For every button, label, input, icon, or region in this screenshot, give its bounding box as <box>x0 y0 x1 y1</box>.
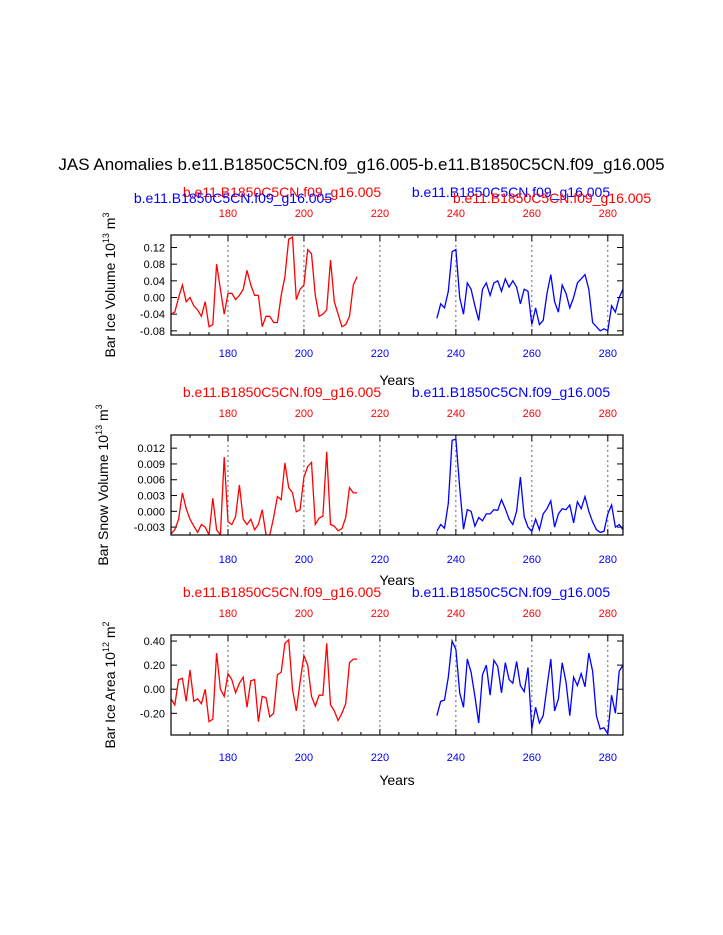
y-tick-label: 0.04 <box>144 276 165 288</box>
y-axis-title-exp: 13 <box>101 233 111 243</box>
bottom-tick-label: 240 <box>447 752 465 764</box>
y-tick-label: 0.000 <box>137 506 165 518</box>
y-tick-label: 0.00 <box>144 293 165 305</box>
y-axis-title-unit: m <box>95 409 111 425</box>
bottom-tick-label: 260 <box>523 752 541 764</box>
x-axis-title: Years <box>379 372 414 388</box>
y-tick-label: 0.006 <box>137 475 165 487</box>
y-axis-title-main: Bar Ice Volume 10 <box>102 243 118 358</box>
top-tick-label: 240 <box>447 408 465 420</box>
bottom-tick-label: 240 <box>447 348 465 360</box>
top-tick-label: 200 <box>295 608 313 620</box>
series-line-red <box>171 638 358 723</box>
y-axis-title-unit-exp: 3 <box>94 404 104 409</box>
y-axis-title: Bar Snow Volume 1013 m3 <box>94 404 111 565</box>
top-tick-label: 200 <box>295 408 313 420</box>
y-tick-label: -0.003 <box>134 522 165 534</box>
top-tick-label: 240 <box>447 208 465 220</box>
bottom-tick-label: 260 <box>523 554 541 566</box>
y-axis-title-unit: m <box>102 626 118 642</box>
top-tick-label: 280 <box>599 208 617 220</box>
bottom-tick-label: 220 <box>371 752 389 764</box>
figure-title: JAS Anomalies b.e11.B1850C5CN.f09_g16.00… <box>58 155 665 174</box>
top-tick-label: 280 <box>599 608 617 620</box>
series-label-right: b.e11.B1850C5CN.f09_g16.005 <box>412 184 610 200</box>
bottom-tick-label: 200 <box>295 554 313 566</box>
bottom-tick-label: 220 <box>371 348 389 360</box>
series-label-right: b.e11.B1850C5CN.f09_g16.005 <box>412 384 610 400</box>
y-tick-label: -0.20 <box>140 708 165 720</box>
y-axis-title-unit-exp: 2 <box>101 621 111 626</box>
top-tick-label: 280 <box>599 408 617 420</box>
bottom-tick-label: 220 <box>371 554 389 566</box>
bottom-tick-label: 260 <box>523 348 541 360</box>
y-axis-title-unit: m <box>102 218 118 234</box>
series-line-blue <box>436 248 623 332</box>
series-line-red <box>171 236 358 328</box>
bottom-tick-label: 180 <box>219 752 237 764</box>
chart-panel-2: 0.012 0.009 0.006 0.003 0.000 -0.003 180 180 200… <box>94 384 624 588</box>
series-label-left-under: b.e11.B1850C5CN.f09_g16.005 <box>134 190 332 206</box>
bottom-tick-label: 200 <box>295 348 313 360</box>
x-axis-title: Years <box>379 772 414 788</box>
y-tick-label: 0.08 <box>144 259 165 271</box>
top-tick-label: 260 <box>523 208 541 220</box>
y-axis-title-exp: 12 <box>101 642 111 652</box>
series-line-red <box>171 451 358 535</box>
bottom-tick-label: 280 <box>599 752 617 764</box>
y-tick-label: 0.003 <box>137 491 165 503</box>
top-tick-label: 180 <box>219 608 237 620</box>
bottom-tick-label: 240 <box>447 554 465 566</box>
y-axis-title-main: Bar Snow Volume 10 <box>95 435 111 566</box>
top-tick-label: 220 <box>371 408 389 420</box>
y-tick-label: 0.009 <box>137 459 165 471</box>
y-axis-title: Bar Ice Area 1012 m2 <box>101 621 118 748</box>
y-tick-label: 0.40 <box>144 636 165 648</box>
top-tick-label: 200 <box>295 208 313 220</box>
top-tick-label: 260 <box>523 608 541 620</box>
bottom-tick-label: 180 <box>219 348 237 360</box>
series-label-left: b.e11.B1850C5CN.f09_g16.005 <box>183 584 381 600</box>
top-tick-label: 220 <box>371 608 389 620</box>
series-label-right-under: b.e11.B1850C5CN.f09_g16.005 <box>453 190 651 206</box>
plot-frame <box>170 434 624 536</box>
series-label-left: b.e11.B1850C5CN.f09_g16.005 <box>183 184 381 200</box>
y-tick-label: 0.00 <box>144 684 165 696</box>
top-tick-label: 180 <box>219 208 237 220</box>
bottom-tick-label: 180 <box>219 554 237 566</box>
chart-panel-3: 0.40 0.20 0.00 -0.20 180 180 200 200 220 220 240 24… <box>101 584 624 788</box>
y-axis-title-main: Bar Ice Area 10 <box>102 652 118 749</box>
chart-panel-1: 0.12 0.08 0.04 0.00 -0.04 -0.08 180 180 200 200 22… <box>101 184 651 388</box>
top-tick-label: 240 <box>447 608 465 620</box>
top-tick-label: 220 <box>371 208 389 220</box>
y-axis-title-unit-exp: 3 <box>101 213 111 218</box>
series-line-blue <box>436 638 623 735</box>
y-tick-label: -0.04 <box>140 309 165 321</box>
y-axis-title-exp: 13 <box>94 425 104 435</box>
y-tick-label: 0.12 <box>144 243 165 255</box>
plot-frame <box>170 634 624 736</box>
x-axis-title: Years <box>379 572 414 588</box>
bottom-tick-label: 200 <box>295 752 313 764</box>
y-tick-label: 0.012 <box>137 443 165 455</box>
series-label-left: b.e11.B1850C5CN.f09_g16.005 <box>183 384 381 400</box>
series-line-blue <box>436 438 623 534</box>
y-tick-label: 0.20 <box>144 660 165 672</box>
y-axis-title: Bar Ice Volume 1013 m3 <box>101 213 118 358</box>
top-tick-label: 180 <box>219 408 237 420</box>
top-tick-label: 260 <box>523 408 541 420</box>
bottom-tick-label: 280 <box>599 348 617 360</box>
plot-frame <box>170 234 624 336</box>
y-tick-label: -0.08 <box>140 326 165 338</box>
bottom-tick-label: 280 <box>599 554 617 566</box>
series-label-right: b.e11.B1850C5CN.f09_g16.005 <box>412 584 610 600</box>
